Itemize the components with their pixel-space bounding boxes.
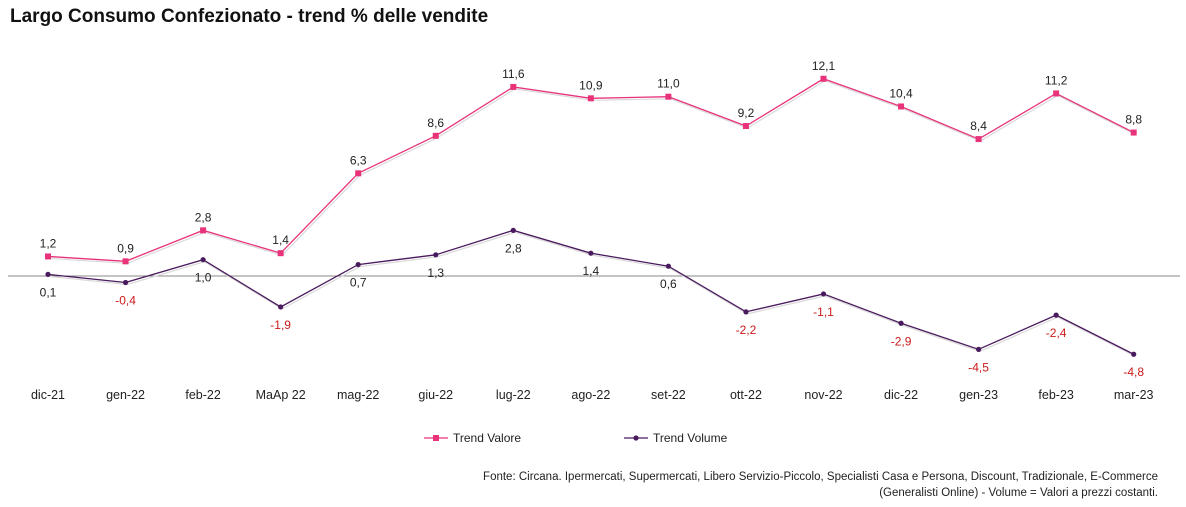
legend-item-trend-volume: Trend Volume xyxy=(624,431,728,445)
x-tick-label: ott-22 xyxy=(730,388,762,402)
data-label-trend-valore: 10,4 xyxy=(889,86,913,100)
data-point-trend-volume xyxy=(743,309,749,315)
legend-item-trend-valore: Trend Valore xyxy=(424,431,521,445)
series-trend-volume: 0,1 -0,4 1,0 -1,9 0,7 1,3 2,8 1,4 0,6 -2,2 -1,1 -2,… xyxy=(40,227,1144,379)
data-point-trend-volume xyxy=(278,304,284,310)
x-tick-label: mag-22 xyxy=(337,388,379,402)
series-layer: 1,2 0,9 2,8 1,4 6,3 8,6 11,6 10,9 11,0 9,2 12,1 10,… xyxy=(40,59,1145,379)
series-trend-valore: 1,2 0,9 2,8 1,4 6,3 8,6 11,6 10,9 11,0 9,2 12,1 10,… xyxy=(40,59,1142,265)
data-label-trend-volume: -2,9 xyxy=(891,334,912,348)
data-label-trend-valore: 8,6 xyxy=(427,116,444,130)
data-label-trend-volume: -1,9 xyxy=(270,318,291,332)
data-label-trend-volume: -4,8 xyxy=(1123,365,1144,379)
x-tick-label: ago-22 xyxy=(571,388,610,402)
source-note: Fonte: Circana. Ipermercati, Supermercat… xyxy=(483,471,1158,499)
series-shadow xyxy=(49,231,1136,357)
data-label-trend-volume: -1,1 xyxy=(813,305,834,319)
data-point-trend-valore xyxy=(45,253,51,260)
data-point-trend-valore xyxy=(742,123,749,130)
data-point-trend-volume xyxy=(510,227,516,233)
data-label-trend-valore: 10,9 xyxy=(579,78,603,92)
x-tick-label: nov-22 xyxy=(804,388,842,402)
data-label-trend-valore: 11,2 xyxy=(1045,73,1068,87)
data-label-trend-valore: 2,8 xyxy=(195,210,212,224)
data-point-trend-valore xyxy=(510,83,517,90)
data-label-trend-volume: 0,7 xyxy=(350,276,367,290)
data-point-trend-valore xyxy=(355,170,362,177)
data-point-trend-valore xyxy=(587,95,594,102)
legend-marker xyxy=(633,435,639,441)
data-point-trend-valore xyxy=(898,103,905,110)
x-tick-label: feb-22 xyxy=(185,388,220,402)
legend-marker xyxy=(433,435,439,441)
x-tick-label: gen-22 xyxy=(106,388,145,402)
x-tick-label: giu-22 xyxy=(418,388,453,402)
chart-title: Largo Consumo Confezionato - trend % del… xyxy=(10,6,489,27)
data-label-trend-valore: 8,4 xyxy=(970,119,987,133)
series-line-trend-volume xyxy=(47,229,1134,355)
data-label-trend-volume: 0,6 xyxy=(660,277,677,291)
data-point-trend-volume xyxy=(433,252,439,258)
data-label-trend-volume: 0,1 xyxy=(40,285,57,299)
data-label-trend-volume: 1,0 xyxy=(195,271,212,285)
data-label-trend-valore: 0,9 xyxy=(117,241,134,255)
data-label-trend-valore: 9,2 xyxy=(738,106,755,120)
data-label-trend-volume: 1,4 xyxy=(583,264,600,278)
data-point-trend-valore xyxy=(122,258,129,265)
data-point-trend-volume xyxy=(976,346,982,352)
legend-label: Trend Volume xyxy=(653,431,728,445)
x-axis-ticks: dic-21 gen-22 feb-22 MaAp 22 mag-22 giu-22 lug… xyxy=(31,388,1154,402)
x-tick-label: set-22 xyxy=(651,388,686,402)
data-label-trend-volume: 2,8 xyxy=(505,241,522,255)
data-label-trend-valore: 8,8 xyxy=(1125,113,1142,127)
data-label-trend-valore: 11,0 xyxy=(657,77,680,91)
data-point-trend-volume xyxy=(588,250,594,256)
x-tick-label: feb-23 xyxy=(1038,388,1073,402)
data-label-trend-volume: -0,4 xyxy=(115,294,136,308)
data-point-trend-valore xyxy=(200,227,207,234)
x-tick-label: MaAp 22 xyxy=(256,388,306,402)
data-point-trend-volume xyxy=(1053,312,1059,318)
data-point-trend-volume xyxy=(122,279,129,286)
data-label-trend-valore: 12,1 xyxy=(812,59,836,73)
data-label-trend-volume: 1,3 xyxy=(427,266,444,280)
data-label-trend-valore: 6,3 xyxy=(350,153,367,167)
data-point-trend-volume xyxy=(355,261,361,268)
data-point-trend-volume xyxy=(45,271,51,277)
data-label-trend-valore: 11,6 xyxy=(502,67,525,81)
data-point-trend-volume xyxy=(1131,351,1137,357)
data-point-trend-valore xyxy=(975,136,982,143)
data-point-trend-volume xyxy=(898,320,904,326)
x-tick-label: dic-21 xyxy=(31,388,65,402)
data-label-trend-volume: -2,2 xyxy=(736,323,757,337)
x-tick-label: lug-22 xyxy=(496,388,531,402)
x-tick-label: mar-23 xyxy=(1114,388,1154,402)
series-shadow xyxy=(49,80,1136,264)
legend: Trend Valore Trend Volume xyxy=(424,431,728,445)
data-point-trend-valore xyxy=(665,93,672,100)
data-point-trend-valore xyxy=(1053,90,1060,97)
x-tick-label: gen-23 xyxy=(959,388,998,402)
legend-label: Trend Valore xyxy=(453,431,521,445)
data-label-trend-volume: -4,5 xyxy=(968,360,989,374)
data-point-trend-volume xyxy=(665,263,672,269)
data-label-trend-valore: 1,2 xyxy=(40,236,57,250)
data-point-trend-valore xyxy=(432,132,439,139)
data-label-trend-volume: -2,4 xyxy=(1046,326,1067,340)
data-point-trend-valore xyxy=(820,75,827,82)
data-point-trend-volume xyxy=(200,257,206,263)
data-label-trend-valore: 1,4 xyxy=(272,233,289,247)
x-tick-label: dic-22 xyxy=(884,388,918,402)
data-point-trend-valore xyxy=(1130,129,1137,136)
data-point-trend-valore xyxy=(277,250,284,257)
data-point-trend-volume xyxy=(820,291,827,297)
